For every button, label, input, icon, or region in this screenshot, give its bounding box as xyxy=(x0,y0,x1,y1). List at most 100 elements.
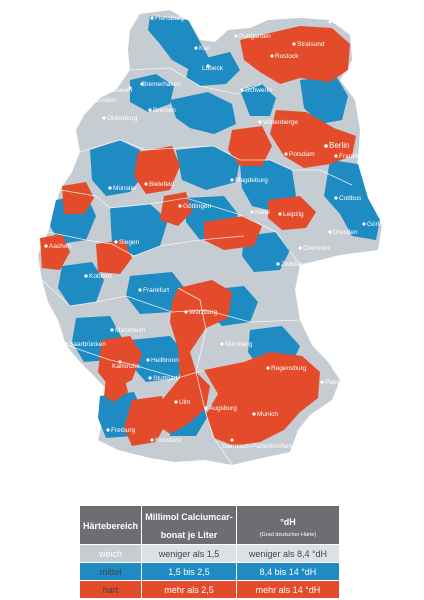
hart-region-ruhr xyxy=(62,182,94,214)
svg-text:Cottbus: Cottbus xyxy=(339,195,362,202)
city-potsdam: Potsdam xyxy=(284,151,315,158)
hart-region-lahn xyxy=(96,240,132,274)
svg-text:Dresden: Dresden xyxy=(333,229,358,236)
city-puttgarden: Puttgarden xyxy=(234,33,271,40)
svg-text:Wittenberge: Wittenberge xyxy=(263,119,298,126)
city-freiburg: Freiburg xyxy=(106,427,136,434)
city-bremen: Bremen xyxy=(148,107,176,114)
svg-text:Chemnitz: Chemnitz xyxy=(303,245,330,252)
svg-text:Bremerhaven: Bremerhaven xyxy=(142,81,181,88)
legend-row-weich: weich weniger als 1,5 weniger als 8,4 °d… xyxy=(79,544,340,563)
city-goettingen: Göttingen xyxy=(178,203,212,210)
hart-region-vorpommern xyxy=(240,26,350,84)
hart-regions xyxy=(40,26,356,446)
city-frankfurt-oder: Frankfurt xyxy=(334,153,365,160)
city-muenster: Münster xyxy=(108,185,137,192)
mittel-region-main xyxy=(126,272,186,314)
svg-text:Wilhelmshaven: Wilhelmshaven xyxy=(88,87,132,94)
city-magdeburg: Magdeburg xyxy=(230,177,268,184)
svg-text:Regensburg: Regensburg xyxy=(271,365,307,372)
svg-text:Halle: Halle xyxy=(255,209,270,216)
city-stralsund: Stralsund xyxy=(292,41,325,48)
hart-region-weser xyxy=(134,146,180,194)
city-wittenberge: Wittenberge xyxy=(258,119,298,126)
city-wuerzburg: Würzburg xyxy=(184,309,218,316)
mittel-region-harz xyxy=(176,146,240,190)
hart-region-goettingen xyxy=(160,192,192,226)
legend-header-row: Härtebereich Millimol Calciumcar-bonat j… xyxy=(79,505,340,545)
city-aachen: Aachen xyxy=(44,243,71,250)
mittel-region-westphalia xyxy=(90,140,146,196)
city-leipzig: Leipzig xyxy=(278,211,304,218)
legend-label-hart: hart xyxy=(79,580,142,599)
legend-mmol-hart: mehr als 2,5 xyxy=(141,580,237,599)
svg-text:Leipzig: Leipzig xyxy=(283,211,304,218)
hart-region-eifel xyxy=(40,234,70,270)
svg-text:Sassnitz: Sassnitz xyxy=(333,19,358,26)
svg-text:Würzburg: Würzburg xyxy=(189,309,218,316)
svg-text:Freiburg: Freiburg xyxy=(111,427,136,434)
city-schwerin: Schwerin xyxy=(240,87,272,94)
svg-text:Garmisch-Partenkirchen: Garmisch-Partenkirchen xyxy=(222,443,292,450)
city-zwickau: Zwickau xyxy=(276,261,305,268)
city-emden: Emden xyxy=(90,97,117,104)
city-siegen: Siegen xyxy=(114,239,140,246)
svg-text:Potsdam: Potsdam xyxy=(289,151,315,158)
city-markers: Flensburg Sassnitz Puttgarden Kiel Stral… xyxy=(44,15,386,450)
hart-region-brandenburg xyxy=(270,110,356,168)
svg-text:Koblenz: Koblenz xyxy=(89,273,113,280)
svg-text:Bremen: Bremen xyxy=(153,107,176,114)
svg-text:Puttgarden: Puttgarden xyxy=(239,33,271,40)
svg-text:Oldenburg: Oldenburg xyxy=(107,115,138,122)
city-mannheim: Mannheim xyxy=(110,327,145,334)
svg-text:Augsburg: Augsburg xyxy=(209,405,237,412)
svg-text:Göttingen: Göttingen xyxy=(183,203,212,210)
hart-region-hegau xyxy=(104,376,128,402)
svg-text:Karlsruhe: Karlsruhe xyxy=(112,363,140,370)
hart-region-thuringian-basin xyxy=(204,216,262,250)
hart-region-franconia xyxy=(156,280,232,434)
svg-text:Passau: Passau xyxy=(325,379,347,386)
city-flensburg: Flensburg xyxy=(150,15,184,22)
hardness-legend-table: Härtebereich Millimol Calciumcar-bonat j… xyxy=(79,505,340,599)
legend-header-dh-sub: (Grad deutscher Härte) xyxy=(259,532,317,539)
city-bremerhaven: Bremerhaven xyxy=(140,81,181,88)
city-ulm: Ulm xyxy=(174,399,191,406)
legend-header-range: Härtebereich xyxy=(79,505,142,545)
city-garmisch-partenkirchen: Garmisch-Partenkirchen xyxy=(222,438,292,450)
svg-text:Schwerin: Schwerin xyxy=(245,87,272,94)
city-saarbruecken: Saarbrücken xyxy=(64,341,106,348)
svg-text:Konstanz: Konstanz xyxy=(155,437,182,444)
svg-text:Frankfurt: Frankfurt xyxy=(339,153,365,160)
legend-row-hart: hart mehr als 2,5 mehr als 14 °dH xyxy=(79,580,340,599)
legend-mmol-weich: weniger als 1,5 xyxy=(141,544,237,563)
svg-text:Lübeck: Lübeck xyxy=(202,65,224,72)
svg-text:Münster: Münster xyxy=(113,185,137,192)
city-karlsruhe: Karlsruhe xyxy=(112,360,140,370)
svg-text:Ulm: Ulm xyxy=(179,399,191,406)
city-bielefeld: Bielefeld xyxy=(144,181,174,188)
svg-text:Siegen: Siegen xyxy=(119,239,140,246)
city-passau: Passau xyxy=(320,379,347,386)
mittel-regions xyxy=(50,16,380,438)
germany-water-hardness-map: Flensburg Sassnitz Puttgarden Kiel Stral… xyxy=(38,10,386,466)
legend-row-mittel: mittel 1,5 bis 2,5 8,4 bis 14 °dH xyxy=(79,562,340,581)
svg-text:Frankfurt: Frankfurt xyxy=(143,287,169,294)
mittel-region-palatinate xyxy=(58,262,104,306)
city-rostock: Rostock xyxy=(270,53,299,60)
city-halle: Halle xyxy=(250,209,270,216)
city-regensburg: Regensburg xyxy=(266,365,307,372)
svg-text:Berlin: Berlin xyxy=(329,141,349,150)
svg-text:Kiel: Kiel xyxy=(199,45,210,52)
city-augsburg: Augsburg xyxy=(204,405,237,412)
svg-text:Zwickau: Zwickau xyxy=(281,261,305,268)
svg-text:Flensburg: Flensburg xyxy=(155,15,184,22)
state-borders xyxy=(41,67,353,466)
city-berlin: Berlin xyxy=(324,141,349,150)
svg-text:Aachen: Aachen xyxy=(49,243,71,250)
legend-header-dh: °dH (Grad deutscher Härte) xyxy=(236,505,340,545)
legend-dh-weich: weniger als 8,4 °dH xyxy=(236,544,340,563)
svg-text:Mannheim: Mannheim xyxy=(115,327,145,334)
city-nuernberg: Nürnberg xyxy=(220,341,252,348)
legend-mmol-mittel: 1,5 bis 2,5 xyxy=(141,562,237,581)
